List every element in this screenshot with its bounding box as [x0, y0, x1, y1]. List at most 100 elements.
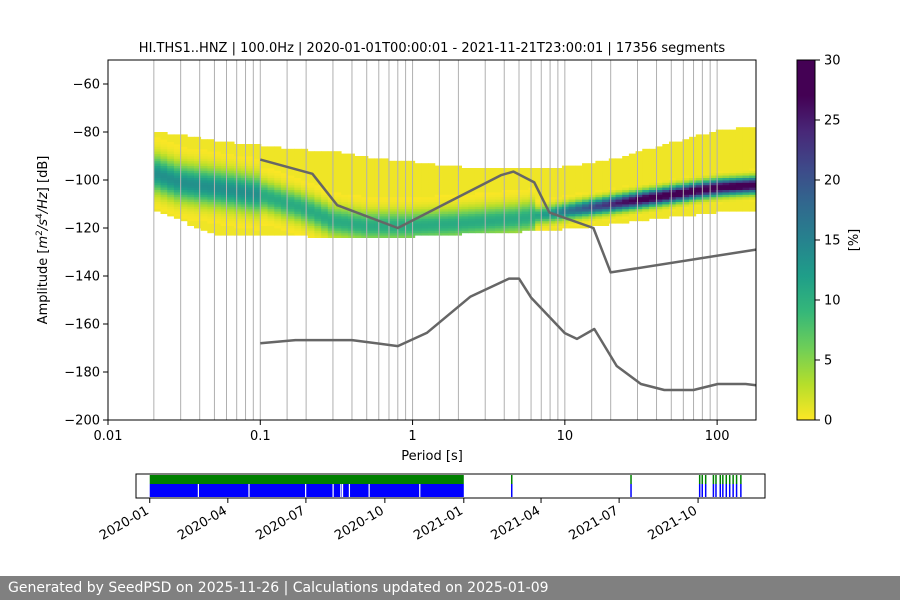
- heatmap-cell: [735, 148, 744, 152]
- heatmap-cell: [327, 180, 335, 183]
- heatmap-cell: [200, 180, 208, 183]
- heatmap-cell: [287, 216, 295, 219]
- heatmap-cell: [508, 187, 516, 190]
- heatmap-cell: [648, 206, 657, 210]
- x-tick-label: 0.01: [94, 429, 123, 444]
- heatmap-cell: [575, 218, 583, 222]
- heatmap-cell: [608, 208, 616, 212]
- heatmap-cell: [488, 208, 496, 212]
- heatmap-cell: [294, 187, 302, 190]
- heatmap-cell: [675, 204, 683, 207]
- heatmap-cell: [307, 208, 315, 212]
- heatmap-cell: [608, 180, 616, 183]
- heatmap-cell: [561, 170, 570, 174]
- heatmap-cell: [361, 206, 369, 210]
- heatmap-cell: [374, 225, 382, 229]
- heatmap-cell: [173, 151, 181, 154]
- heatmap-cell: [735, 206, 744, 210]
- heatmap-cell: [280, 187, 289, 190]
- available-segment-mark: [712, 484, 715, 497]
- heatmap-cell: [602, 192, 610, 195]
- heatmap-cell: [240, 196, 248, 200]
- heatmap-cell: [160, 182, 168, 186]
- heatmap-cell: [735, 201, 744, 205]
- heatmap-cell: [374, 216, 382, 219]
- heatmap-cell: [240, 194, 248, 198]
- heatmap-cell: [200, 139, 208, 142]
- heatmap-cell: [722, 158, 730, 162]
- heatmap-cell: [260, 146, 268, 150]
- heatmap-cell: [280, 223, 289, 226]
- heatmap-cell: [528, 192, 536, 195]
- heatmap-cell: [408, 201, 416, 205]
- heatmap-cell: [367, 230, 376, 234]
- heatmap-cell: [153, 170, 161, 174]
- heatmap-cell: [615, 199, 623, 202]
- heatmap-cell: [347, 187, 355, 190]
- heatmap-cell: [722, 208, 730, 212]
- heatmap-cell: [388, 230, 396, 234]
- heatmap-cell: [662, 158, 670, 162]
- heatmap-cell: [294, 220, 302, 224]
- heatmap-cell: [635, 199, 643, 202]
- heatmap-cell: [521, 189, 529, 193]
- heatmap-cell: [334, 220, 342, 224]
- heatmap-cell: [582, 218, 590, 222]
- heatmap-cell: [314, 184, 322, 188]
- heatmap-cell: [307, 182, 315, 186]
- heatmap-cell: [314, 192, 322, 195]
- heatmap-cell: [662, 156, 670, 159]
- heatmap-cell: [602, 220, 610, 224]
- heatmap-cell: [314, 151, 322, 154]
- heatmap-cell: [689, 180, 697, 183]
- heatmap-cell: [414, 189, 422, 193]
- heatmap-cell: [488, 182, 496, 186]
- heatmap-cell: [709, 172, 717, 176]
- heatmap-cell: [749, 168, 757, 171]
- heatmap-cell: [608, 160, 616, 164]
- heatmap-cell: [321, 165, 329, 169]
- heatmap-cell: [602, 163, 610, 166]
- heatmap-cell: [608, 177, 616, 181]
- heatmap-cell: [742, 153, 750, 157]
- heatmap-cell: [689, 139, 697, 142]
- heatmap-cell: [301, 168, 309, 171]
- heatmap-cell: [521, 192, 529, 195]
- heatmap-cell: [180, 168, 188, 171]
- heatmap-cell: [702, 206, 710, 210]
- heatmap-cell: [361, 156, 369, 159]
- heatmap-cell: [441, 194, 449, 198]
- heatmap-cell: [247, 218, 255, 222]
- heatmap-cell: [347, 175, 355, 178]
- heatmap-cell: [675, 163, 683, 166]
- heatmap-cell: [388, 211, 396, 214]
- heatmap-cell: [267, 158, 275, 162]
- heatmap-cell: [695, 141, 703, 145]
- heatmap-cell: [260, 225, 268, 229]
- heatmap-cell: [495, 228, 503, 231]
- heatmap-cell: [528, 213, 536, 217]
- x-tick-label: 10: [557, 429, 574, 444]
- heatmap-cell: [227, 158, 235, 162]
- heatmap-cell: [441, 206, 449, 210]
- heatmap-cell: [294, 160, 302, 164]
- heatmap-cell: [488, 194, 496, 198]
- heatmap-cell: [421, 172, 429, 176]
- heatmap-cell: [247, 177, 255, 181]
- heatmap-cell: [608, 201, 616, 205]
- heatmap-cell: [441, 204, 449, 207]
- data-gap-mark: [368, 484, 370, 497]
- heatmap-cell: [341, 153, 349, 157]
- heatmap-cell: [635, 170, 643, 174]
- heatmap-cell: [361, 160, 369, 164]
- heatmap-cell: [548, 172, 556, 176]
- heatmap-cell: [287, 232, 295, 236]
- heatmap-cell: [648, 211, 657, 214]
- heatmap-cell: [314, 199, 322, 202]
- heatmap-cell: [575, 187, 583, 190]
- heatmap-cell: [200, 189, 208, 193]
- heatmap-cell: [702, 168, 710, 171]
- heatmap-cell: [742, 182, 750, 186]
- heatmap-cell: [548, 225, 556, 229]
- heatmap-cell: [173, 187, 181, 190]
